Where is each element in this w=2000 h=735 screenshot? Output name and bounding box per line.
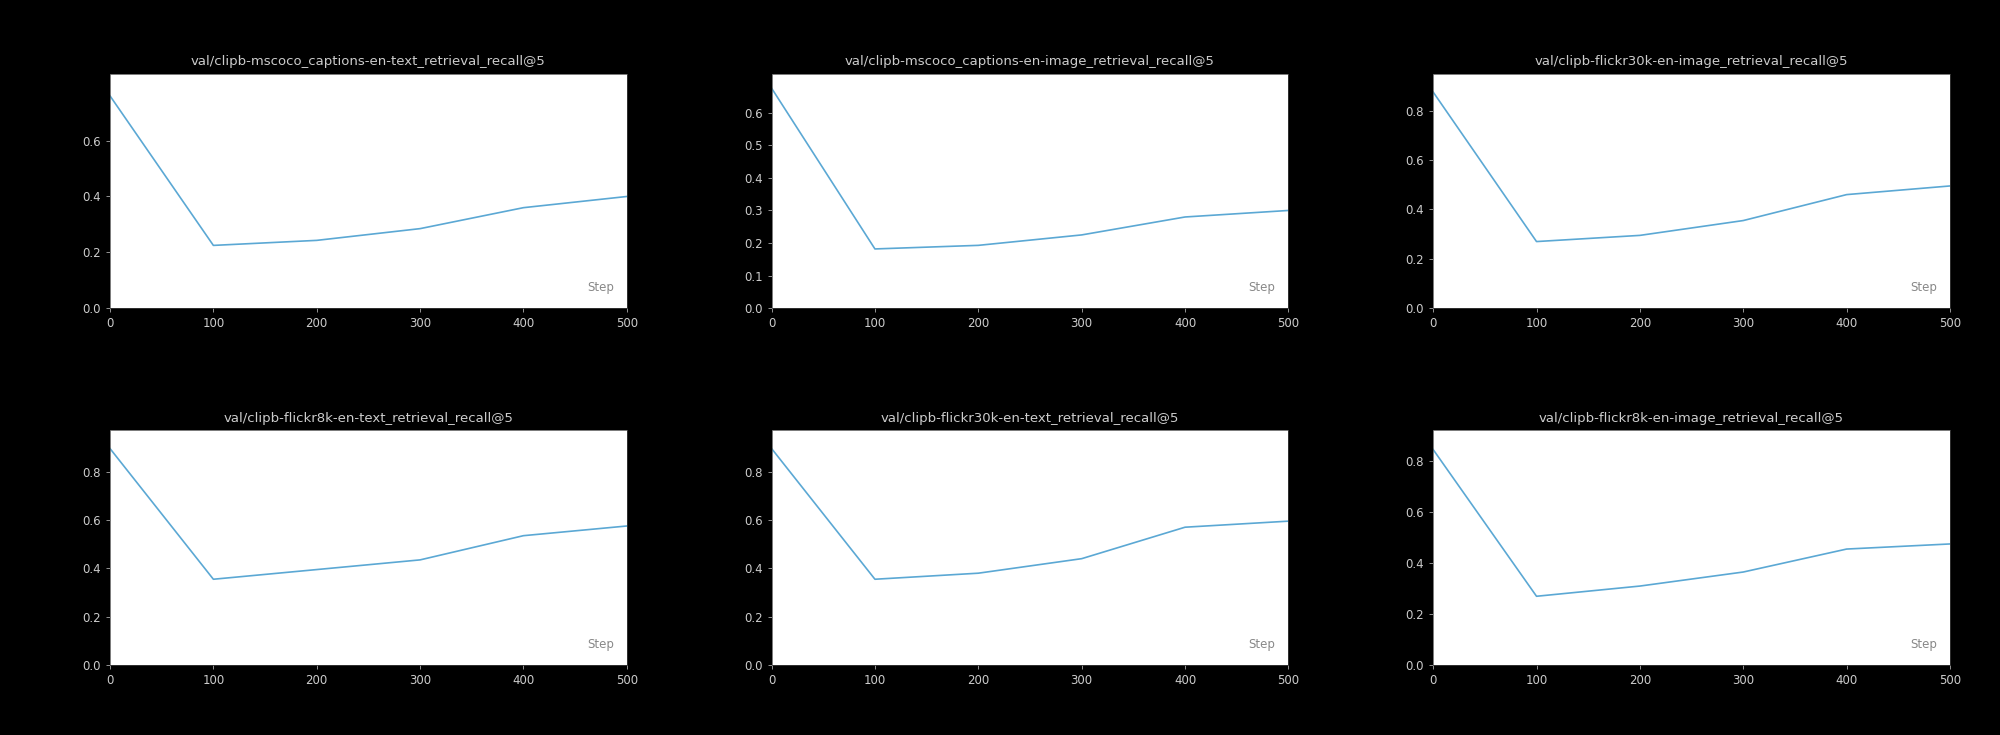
Text: Step: Step bbox=[1910, 282, 1938, 294]
Text: Step: Step bbox=[1248, 282, 1276, 294]
Title: val/clipb-flickr30k-en-text_retrieval_recall@5: val/clipb-flickr30k-en-text_retrieval_re… bbox=[880, 412, 1180, 425]
Title: val/clipb-flickr8k-en-text_retrieval_recall@5: val/clipb-flickr8k-en-text_retrieval_rec… bbox=[224, 412, 514, 425]
Title: val/clipb-flickr8k-en-image_retrieval_recall@5: val/clipb-flickr8k-en-image_retrieval_re… bbox=[1540, 412, 1844, 425]
Text: Step: Step bbox=[1248, 638, 1276, 651]
Title: val/clipb-mscoco_captions-en-image_retrieval_recall@5: val/clipb-mscoco_captions-en-image_retri… bbox=[846, 55, 1214, 68]
Title: val/clipb-mscoco_captions-en-text_retrieval_recall@5: val/clipb-mscoco_captions-en-text_retrie… bbox=[192, 55, 546, 68]
Text: Step: Step bbox=[588, 638, 614, 651]
Text: Step: Step bbox=[1910, 638, 1938, 651]
Text: Step: Step bbox=[588, 282, 614, 294]
Title: val/clipb-flickr30k-en-image_retrieval_recall@5: val/clipb-flickr30k-en-image_retrieval_r… bbox=[1534, 55, 1848, 68]
